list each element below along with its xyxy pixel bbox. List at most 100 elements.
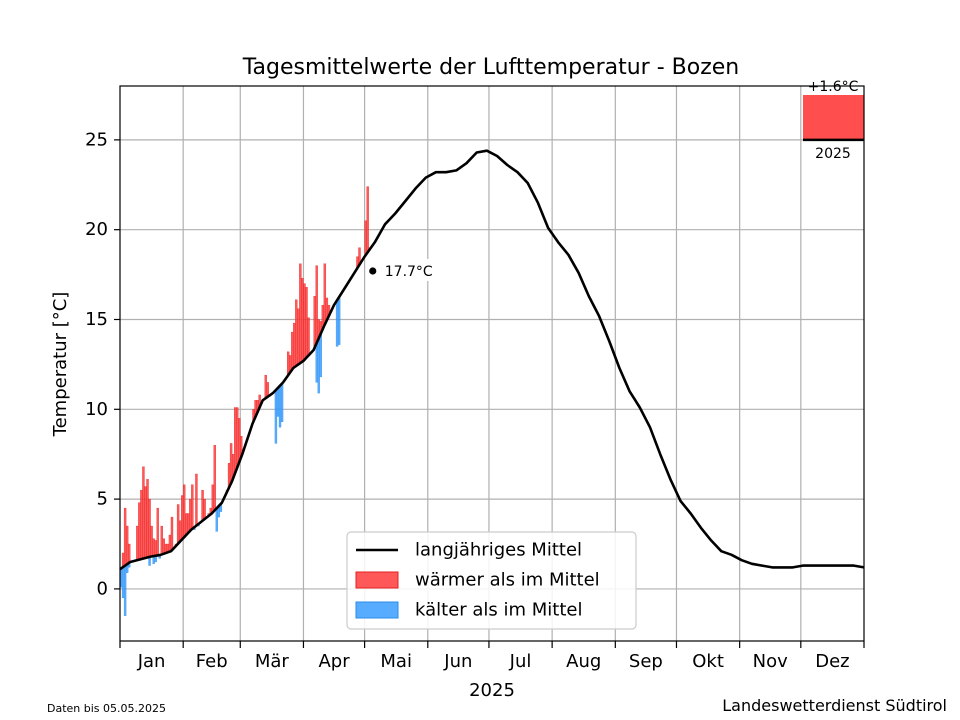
warm-bar <box>189 498 192 531</box>
warm-bar <box>152 538 155 557</box>
warm-bar <box>323 263 327 325</box>
warm-bar <box>211 484 214 513</box>
warm-bar <box>121 552 125 568</box>
month-label-7: Aug <box>566 651 601 672</box>
warm-bar <box>191 484 194 529</box>
month-label-11: Dez <box>815 651 849 672</box>
warm-bar <box>229 443 233 484</box>
warm-bar <box>366 186 369 253</box>
warm-bar <box>264 375 267 399</box>
cold-bar <box>278 385 282 428</box>
month-label-8: Sep <box>629 651 663 672</box>
legend-label-2: kälter als im Mittel <box>415 600 583 621</box>
warm-bar <box>178 520 182 542</box>
y-tick-label-15: 15 <box>85 309 108 330</box>
source-credit: Landeswetterdienst Südtirol <box>722 696 947 715</box>
warm-bar <box>238 418 241 463</box>
warm-bar <box>150 525 153 557</box>
bars <box>119 186 371 617</box>
anomaly-bar <box>803 94 864 140</box>
anomaly-box-group: +1.6°C 2025 <box>803 79 864 162</box>
legend: langjähriges Mittel wärmer als im Mittel k… <box>346 531 637 630</box>
current-marker-group: 17.7°C <box>369 259 443 281</box>
warm-bar <box>146 479 149 558</box>
y-tick-label-20: 20 <box>85 219 108 240</box>
legend-swatch-colder <box>355 601 399 619</box>
warm-bar <box>154 540 157 556</box>
grid <box>120 86 864 641</box>
warm-bar <box>128 543 131 563</box>
anomaly-value-label: +1.6°C <box>808 79 859 95</box>
month-label-4: Mai <box>380 651 412 672</box>
month-label-9: Okt <box>692 651 724 672</box>
warm-bar <box>315 265 318 344</box>
warm-bar <box>313 295 316 348</box>
cold-bar <box>215 507 218 532</box>
warm-bar <box>203 498 206 520</box>
y-tick-label-10: 10 <box>85 399 108 420</box>
cold-bar <box>274 389 278 444</box>
warm-bar <box>125 525 129 565</box>
warm-bar <box>160 525 163 555</box>
cold-bar <box>335 300 339 347</box>
warm-bar <box>236 407 239 468</box>
x-axis-ticks: Jan Feb Mär Apr Mai Jun Jul Aug Sep Okt Nov Dez <box>119 641 865 672</box>
warm-bar <box>148 498 151 558</box>
warm-bar <box>291 331 294 370</box>
cold-bar <box>317 338 320 394</box>
warm-bar <box>187 513 190 534</box>
mean-line <box>119 149 865 571</box>
cold-bar <box>337 296 341 345</box>
warm-bar <box>170 516 174 551</box>
month-label-6: Jul <box>509 651 532 672</box>
current-value-dot <box>369 267 377 275</box>
month-label-2: Mär <box>255 651 290 672</box>
warm-bar <box>136 525 139 561</box>
current-value-label: 17.7°C <box>385 264 433 280</box>
chart-title: Tagesmittelwerte der Lufttemperatur - Bo… <box>242 55 739 80</box>
warm-bar <box>168 534 172 552</box>
y-axis-label: Temperatur [°C] <box>50 292 71 438</box>
y-tick-label-0: 0 <box>97 578 108 599</box>
warm-bar <box>181 495 184 540</box>
legend-label-0: langjähriges Mittel <box>415 540 582 561</box>
legend-box <box>346 531 637 630</box>
cold-bar <box>319 333 322 378</box>
warm-bar <box>233 407 237 474</box>
cold-bar <box>121 566 125 599</box>
cold-bar <box>315 342 318 383</box>
month-label-5: Jun <box>443 651 472 672</box>
month-label-10: Nov <box>753 651 788 672</box>
cold-bar <box>123 565 127 617</box>
warm-bar <box>162 538 165 554</box>
warm-bar <box>364 220 367 256</box>
warm-bar <box>299 263 302 364</box>
warm-bar <box>305 287 308 358</box>
x-axis-label: 2025 <box>469 680 515 701</box>
warm-bar <box>297 308 300 365</box>
warm-bar <box>303 283 306 360</box>
warm-bar <box>176 504 180 544</box>
plot-frame <box>119 85 865 642</box>
warm-bar <box>185 513 188 536</box>
warm-bar <box>301 278 304 362</box>
warm-bar <box>183 484 186 538</box>
legend-swatch-warmer <box>355 571 399 589</box>
mean-line-group <box>119 149 865 571</box>
warm-bar <box>266 382 269 397</box>
cold-bar <box>280 383 284 423</box>
warm-bar <box>293 322 296 368</box>
warm-bar <box>213 445 216 511</box>
month-label-0: Jan <box>137 651 166 672</box>
current-value-label-bg <box>378 259 443 281</box>
legend-label-1: wärmer als im Mittel <box>415 570 600 591</box>
y-tick-label-25: 25 <box>85 129 108 150</box>
cold-bar <box>276 387 280 417</box>
warm-bar <box>144 486 147 559</box>
warm-bar <box>295 299 298 366</box>
month-label-3: Apr <box>318 651 350 672</box>
warm-bar <box>156 507 159 556</box>
y-axis-ticks: 0 5 10 15 20 25 <box>85 129 120 599</box>
warm-bar <box>286 351 290 376</box>
